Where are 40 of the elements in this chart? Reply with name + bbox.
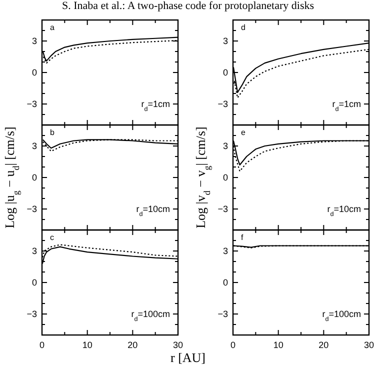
y-tick-label: 3 [32, 246, 37, 256]
annotation: r$_{d}$=1cm [332, 99, 361, 112]
x-tick-label: 20 [128, 340, 138, 350]
y-tick-label: 3 [32, 36, 37, 46]
annotation: f [241, 233, 244, 242]
x-tick-label: 20 [318, 340, 329, 350]
chart-title: S. Inaba et al.: A two-phase code for protoplanetary disks [62, 0, 314, 12]
y-tick-label: 0 [222, 172, 228, 182]
annotation: a [50, 23, 55, 32]
x-tick-label: 30 [172, 340, 184, 350]
annotation: d [241, 23, 246, 32]
y-tick-label: 0 [222, 278, 228, 288]
y-tick-label: −3 [26, 309, 37, 319]
x-tick-label: 30 [364, 340, 374, 350]
annotation: e [241, 128, 246, 137]
y-tick-label: 3 [222, 246, 228, 256]
y-tick-label: −3 [218, 309, 228, 319]
annotation: r$_{d}$=10cm [327, 204, 361, 218]
y-tick-label: 0 [32, 172, 37, 182]
annotation: r$_{d}$=1cm [141, 99, 170, 112]
y-tick-label: 3 [222, 141, 228, 151]
x-tick-label: 10 [82, 340, 92, 350]
y-tick-label: −3 [218, 99, 228, 109]
y-tick-label: −3 [218, 204, 228, 214]
y-tick-label: 0 [222, 68, 228, 78]
x-tick-label: 10 [273, 340, 284, 350]
annotation: c [50, 233, 54, 242]
y-tick-label: 3 [222, 36, 228, 46]
annotation: r$_{d}$=100cm [131, 309, 170, 322]
y-tick-label: 3 [32, 141, 37, 151]
annotation: b [50, 128, 55, 137]
y-tick-label: 0 [32, 68, 37, 78]
x-tick-label: 0 [230, 340, 236, 350]
annotation: r$_{d}$=10cm [136, 204, 170, 218]
y-tick-label: −3 [26, 99, 37, 109]
x-tick-label: 0 [39, 340, 45, 350]
y-tick-label: −3 [26, 204, 37, 214]
x-axis-title: r [AU] [170, 350, 206, 365]
annotation: r$_{d}$=100cm [322, 309, 361, 322]
y-tick-label: 0 [32, 278, 37, 288]
